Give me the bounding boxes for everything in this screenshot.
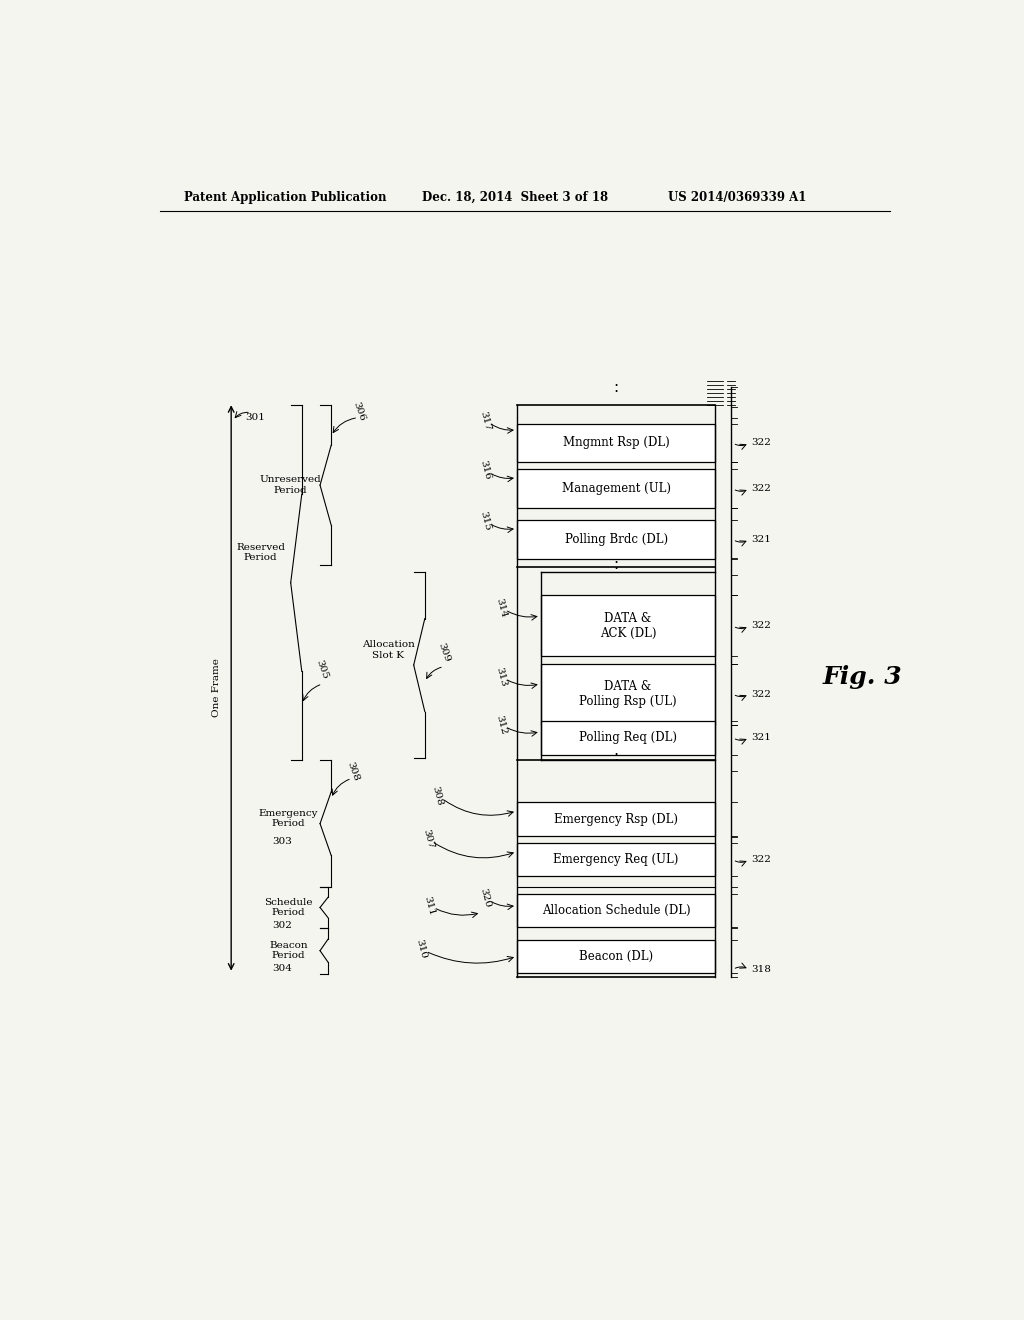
Text: 301: 301 bbox=[246, 413, 265, 422]
Text: Dec. 18, 2014  Sheet 3 of 18: Dec. 18, 2014 Sheet 3 of 18 bbox=[422, 190, 608, 203]
Bar bbox=[517, 520, 715, 558]
Bar bbox=[517, 894, 715, 928]
Text: Allocation Schedule (DL): Allocation Schedule (DL) bbox=[542, 904, 690, 917]
Text: Emergency Rsp (DL): Emergency Rsp (DL) bbox=[554, 813, 678, 825]
Text: Unreserved
Period: Unreserved Period bbox=[259, 475, 321, 495]
Bar bbox=[517, 843, 715, 876]
Text: Beacon (DL): Beacon (DL) bbox=[579, 950, 653, 962]
Text: 313: 313 bbox=[494, 667, 508, 688]
Text: 302: 302 bbox=[272, 921, 292, 929]
Text: Beacon
Period: Beacon Period bbox=[269, 941, 307, 961]
Text: Management (UL): Management (UL) bbox=[561, 482, 671, 495]
Text: 311: 311 bbox=[423, 895, 436, 916]
Text: DATA &
Polling Rsp (UL): DATA & Polling Rsp (UL) bbox=[580, 680, 677, 708]
Text: Schedule
Period: Schedule Period bbox=[264, 898, 312, 917]
Text: DATA &
ACK (DL): DATA & ACK (DL) bbox=[600, 612, 656, 640]
Text: Polling Req (DL): Polling Req (DL) bbox=[579, 731, 677, 744]
Text: 312: 312 bbox=[494, 714, 508, 735]
Text: :: : bbox=[613, 557, 618, 573]
Text: 308: 308 bbox=[430, 785, 444, 807]
Text: Emergency Req (UL): Emergency Req (UL) bbox=[553, 853, 679, 866]
Text: 322: 322 bbox=[751, 622, 771, 631]
Text: Emergency
Period: Emergency Period bbox=[258, 809, 318, 828]
Text: Allocation
Slot K: Allocation Slot K bbox=[361, 640, 415, 660]
Text: 318: 318 bbox=[751, 965, 771, 974]
Text: Polling Brdc (DL): Polling Brdc (DL) bbox=[564, 533, 668, 546]
Text: US 2014/0369339 A1: US 2014/0369339 A1 bbox=[668, 190, 806, 203]
Text: 306: 306 bbox=[352, 401, 367, 422]
Text: 315: 315 bbox=[478, 511, 493, 532]
Text: 303: 303 bbox=[272, 837, 292, 846]
Text: One Frame: One Frame bbox=[212, 659, 221, 717]
Text: 304: 304 bbox=[272, 964, 292, 973]
Text: 309: 309 bbox=[436, 642, 452, 664]
Text: :: : bbox=[613, 748, 618, 763]
Text: Fig. 3: Fig. 3 bbox=[822, 665, 902, 689]
Text: Patent Application Publication: Patent Application Publication bbox=[183, 190, 386, 203]
Text: 314: 314 bbox=[494, 597, 508, 618]
Text: 321: 321 bbox=[751, 535, 771, 544]
Bar bbox=[517, 940, 715, 973]
Text: :: : bbox=[613, 380, 618, 395]
Text: 308: 308 bbox=[345, 760, 360, 783]
Text: 305: 305 bbox=[314, 659, 330, 681]
Text: 307: 307 bbox=[421, 829, 435, 850]
Text: 310: 310 bbox=[415, 939, 429, 960]
Text: 320: 320 bbox=[478, 887, 493, 909]
Text: Mngmnt Rsp (DL): Mngmnt Rsp (DL) bbox=[563, 437, 670, 450]
Text: 316: 316 bbox=[478, 459, 493, 482]
Bar bbox=[517, 803, 715, 836]
Text: 322: 322 bbox=[751, 689, 771, 698]
Text: 322: 322 bbox=[751, 855, 771, 865]
Text: 317: 317 bbox=[478, 411, 493, 432]
Text: Reserved
Period: Reserved Period bbox=[236, 543, 285, 562]
Bar bbox=[541, 595, 715, 656]
Text: 322: 322 bbox=[751, 438, 771, 447]
Bar bbox=[517, 470, 715, 508]
Text: 322: 322 bbox=[751, 484, 771, 494]
Text: 321: 321 bbox=[751, 733, 771, 742]
Bar bbox=[541, 721, 715, 755]
Bar bbox=[541, 664, 715, 725]
Bar bbox=[517, 424, 715, 462]
